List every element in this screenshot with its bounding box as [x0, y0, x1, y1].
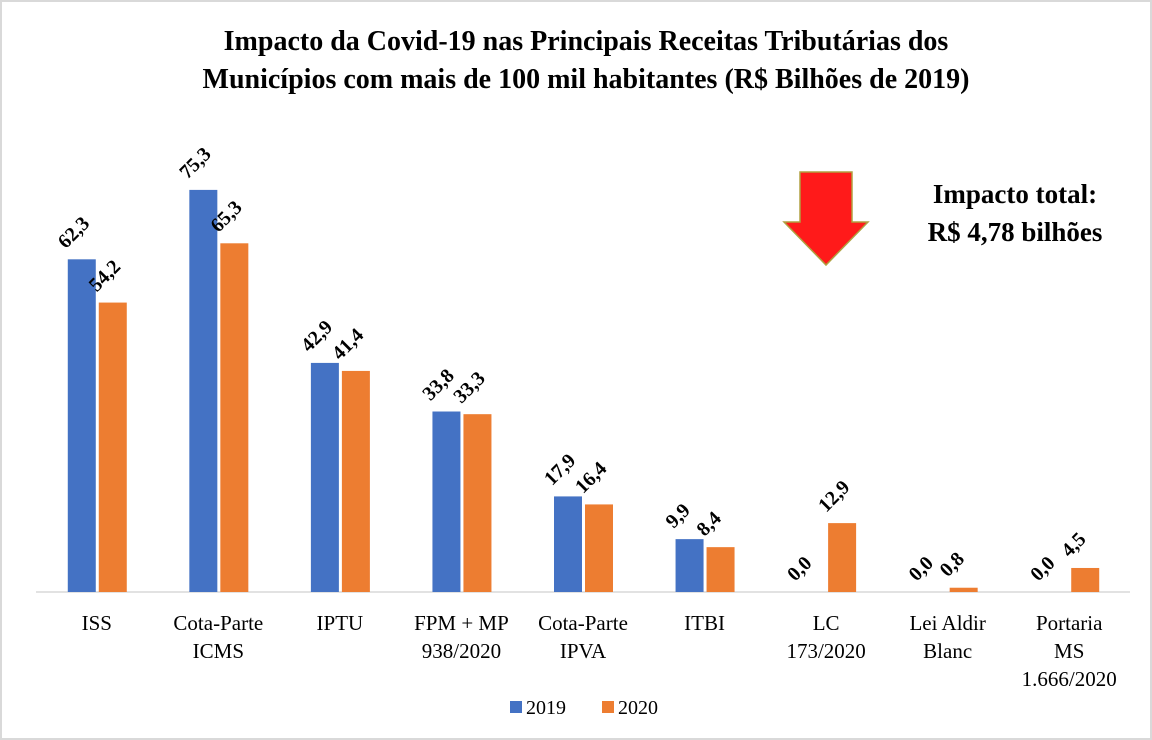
x-tick-label: Cota-Parte ICMS	[173, 611, 263, 663]
down-arrow	[782, 171, 870, 267]
annotation: Impacto total:	[933, 179, 1097, 209]
bar	[706, 547, 735, 592]
bar	[341, 370, 370, 592]
legend-label: 2020	[618, 697, 658, 719]
bar	[463, 414, 492, 592]
x-tick-label: LC 173/2020	[786, 611, 865, 663]
bar	[220, 243, 249, 592]
bar	[828, 523, 857, 592]
bar	[1071, 567, 1100, 592]
bar	[310, 362, 339, 592]
x-tick-label: ITBI	[684, 611, 725, 635]
bar	[949, 587, 978, 592]
chart-subtitle: Municípios com mais de 100 mil habitante…	[203, 64, 970, 95]
x-tick-label: IPTU	[317, 611, 364, 635]
legend-swatch	[602, 701, 614, 713]
x-tick-label: FPM + MP 938/2020	[414, 611, 509, 663]
legend-label: 2019	[526, 697, 566, 719]
x-tick-label: Lei Aldir Blanc	[909, 611, 985, 663]
x-tick-label: Cota-Parte IPVA	[538, 611, 628, 663]
bar	[98, 302, 127, 592]
bar	[432, 411, 461, 592]
x-tick-label: ISS	[82, 611, 112, 635]
bar	[189, 189, 218, 592]
bar	[67, 259, 96, 592]
bar	[675, 539, 704, 592]
bar	[585, 504, 613, 592]
bar	[554, 496, 582, 592]
annotation: R$ 4,78 bilhões	[928, 217, 1103, 247]
chart-title: Impacto da Covid-19 nas Principais Recei…	[224, 26, 949, 57]
x-tick-label: Portaria MS 1.666/2020	[1022, 611, 1117, 691]
legend-swatch	[510, 701, 522, 713]
